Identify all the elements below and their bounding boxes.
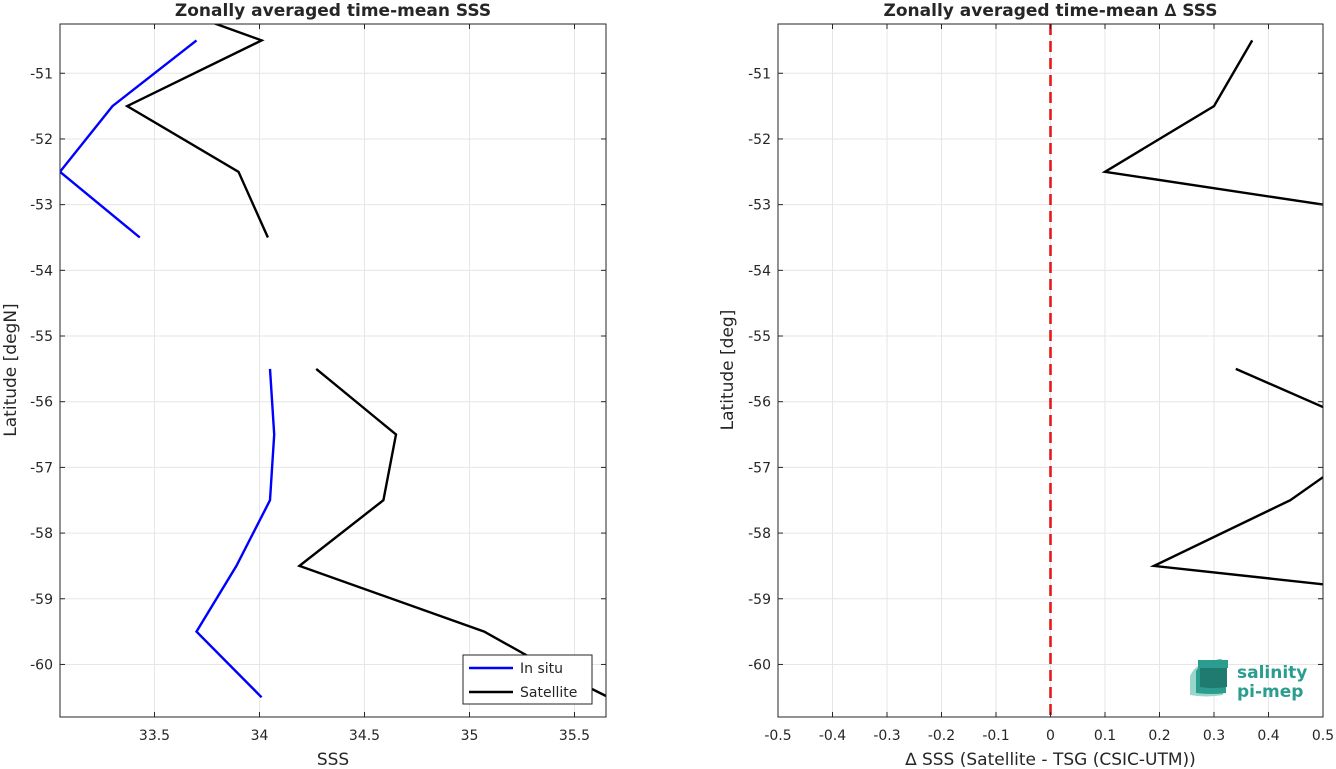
x-tick-label: -0.5 [764,728,791,744]
y-tick-label: -55 [748,329,771,345]
logo-waves-icon [1190,659,1228,697]
sss-panel: 33.5 34 34.5 35 35.5 -51 -52 -53 -54 -55 -56 -57 -58… [1,1,607,769]
y-tick-label: -57 [748,460,771,476]
y-tick-label: -59 [748,592,771,608]
sss-ticks: 33.5 34 34.5 35 35.5 -51 -52 -53 -54 -55 -56 -57 -58… [30,24,606,744]
y-tick-label: -57 [30,460,53,476]
y-tick-label: -53 [748,198,771,214]
y-tick-label: -56 [30,395,53,411]
legend-label-satellite: Satellite [520,685,577,701]
y-tick-label: -54 [30,263,53,279]
sss-axes-frame [59,23,607,718]
legend-box [462,654,593,705]
sss-in-situ-line [194,368,276,699]
x-tick-label: -0.3 [873,728,900,744]
sss-x-axis-label: SSS [317,750,349,769]
y-tick-label: -51 [30,66,53,82]
y-tick-label: -51 [748,66,771,82]
delta-sss-series-0-line [1235,367,1323,409]
x-tick-label: -0.4 [819,728,846,744]
x-tick-label: -0.1 [982,728,1009,744]
sss-chart-title: Zonally averaged time-mean SSS [175,1,491,21]
sss-in-situ-line [60,39,198,239]
sss-grid [60,24,606,717]
x-tick-label: 35 [461,728,479,744]
sss-y-axis-label: Latitude [degN] [1,303,21,436]
logo-text-pi-mep: pi-mep [1237,682,1303,702]
x-tick-label: 0.1 [1094,728,1116,744]
y-tick-label: -55 [30,329,53,345]
delta-sss-series-0-line [1101,39,1323,206]
salinity-pi-mep-logo: salinity pi-mep [1190,659,1307,702]
x-tick-label: 0.2 [1148,728,1170,744]
x-tick-label: 35.5 [559,728,590,744]
x-tick-label: -0.2 [928,728,955,744]
x-tick-label: 0.3 [1203,728,1225,744]
y-tick-label: -54 [748,263,771,279]
delta-sss-x-axis-label: ∆ SSS (Satellite - TSG (CSIC-UTM)) [904,750,1196,769]
y-tick-label: -56 [748,395,771,411]
legend-label-in-situ: In situ [520,661,563,677]
y-tick-label: -60 [30,657,53,673]
x-tick-label: 0 [1046,728,1055,744]
delta-sss-panel: -0.5 -0.4 -0.3 -0.2 -0.1 0 0.1 0.2 0.3 0.4 0.5 -51 -… [718,1,1334,769]
y-tick-label: -59 [30,592,53,608]
delta-sss-series-0-line [1149,476,1323,586]
y-tick-label: -60 [748,657,771,673]
x-tick-label: 33.5 [139,728,170,744]
delta-sss-y-axis-label: Latitude [deg] [718,310,738,431]
x-tick-label: 0.4 [1257,728,1279,744]
delta-sss-series [1101,39,1323,586]
delta-sss-ticks: -0.5 -0.4 -0.3 -0.2 -0.1 0 0.1 0.2 0.3 0.4 0.5 -51 -… [748,24,1334,744]
x-tick-label: 34 [251,728,269,744]
y-tick-label: -53 [30,198,53,214]
sss-legend: In situ Satellite [462,654,593,705]
delta-sss-chart-title: Zonally averaged time-mean ∆ SSS [884,1,1218,21]
logo-text-salinity: salinity [1237,663,1307,683]
y-tick-label: -58 [30,526,53,542]
x-tick-label: 34.5 [349,728,380,744]
x-tick-label: 0.5 [1312,728,1334,744]
sss-satellite-line [124,24,269,238]
y-tick-label: -58 [748,526,771,542]
y-tick-label: -52 [30,132,53,148]
y-tick-label: -52 [748,132,771,148]
